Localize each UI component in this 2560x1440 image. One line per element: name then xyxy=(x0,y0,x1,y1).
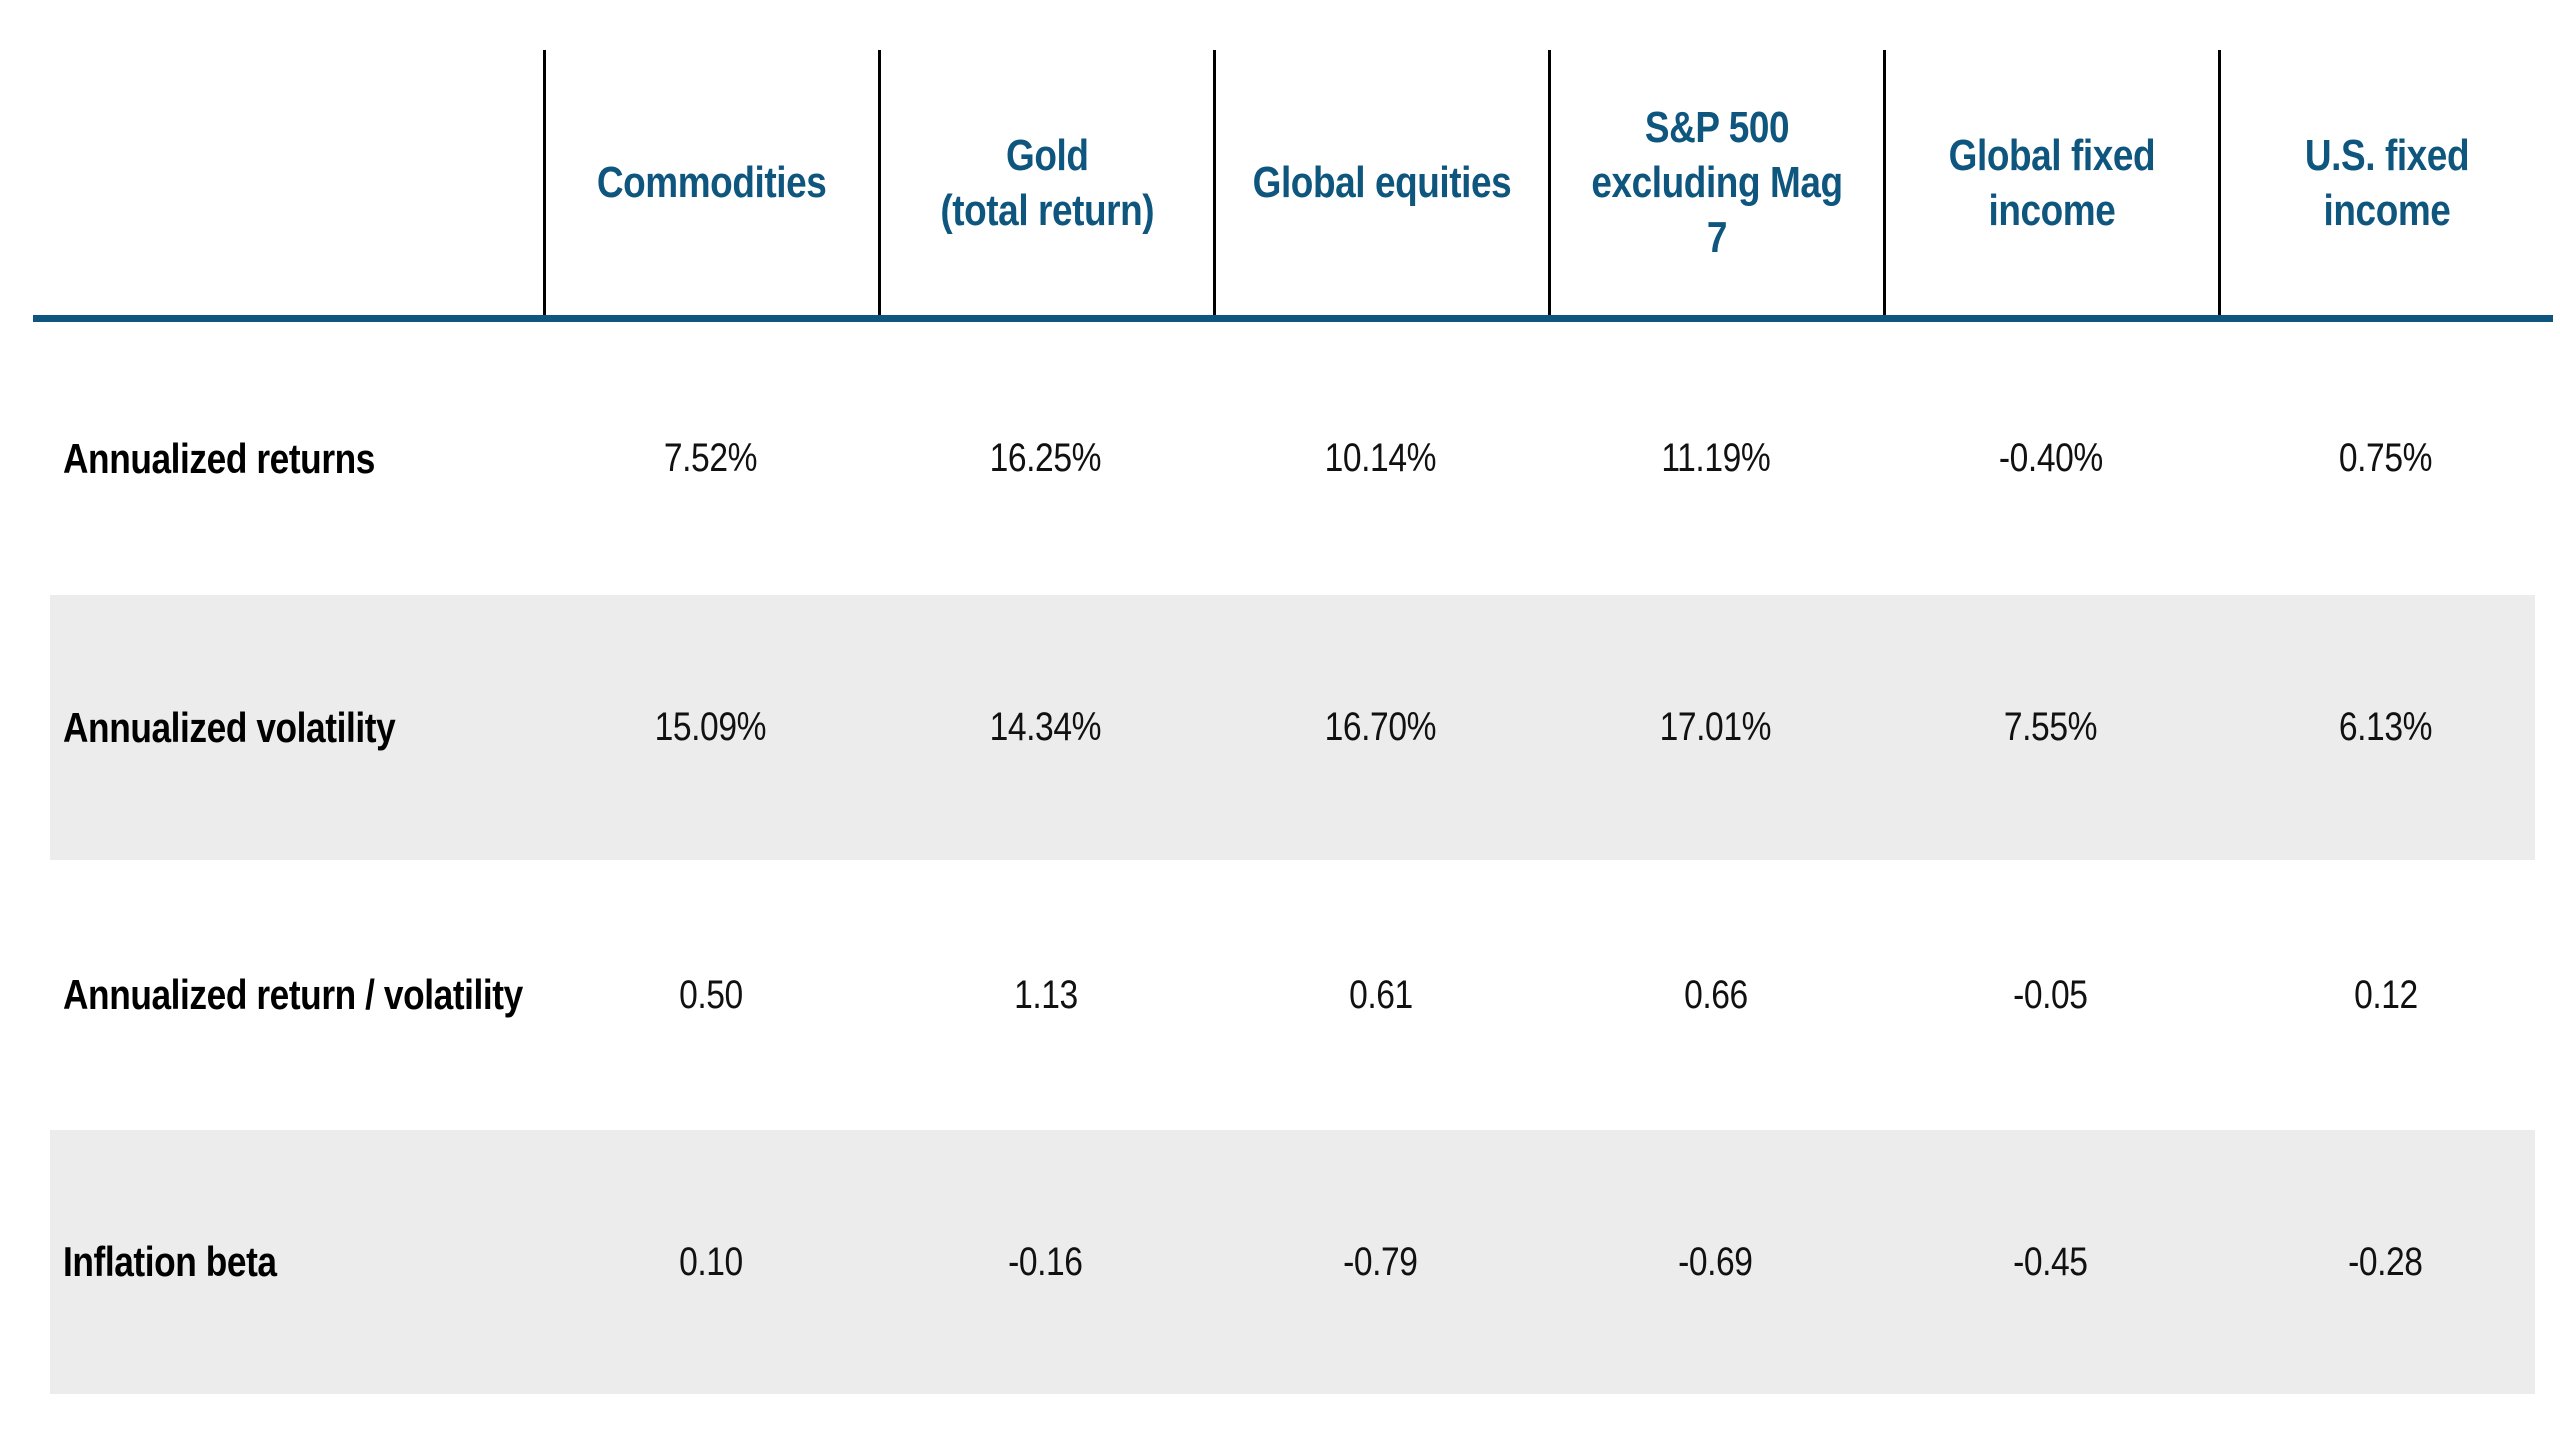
cell-value: -0.79 xyxy=(1343,1239,1418,1284)
value-cell: 10.14% xyxy=(1213,322,1548,595)
cell-value: 0.66 xyxy=(1683,972,1748,1017)
table-row: Annualized returns 7.52% 16.25% 10.14% 11.19… xyxy=(33,322,2553,595)
value-cell: 14.34% xyxy=(878,595,1213,860)
row-label: Annualized returns xyxy=(33,322,543,595)
row-label-text: Annualized return / volatility xyxy=(63,971,523,1018)
value-cell: 16.70% xyxy=(1213,595,1548,860)
cell-value: 7.55% xyxy=(2003,705,2098,749)
cell-value: 11.19% xyxy=(1661,436,1770,480)
column-header-label: U.S. fixed income xyxy=(2304,130,2470,235)
cell-value: -0.28 xyxy=(2348,1239,2423,1284)
value-cell: 7.52% xyxy=(543,322,878,595)
row-label-text: Annualized volatility xyxy=(63,703,396,751)
cell-value: -0.05 xyxy=(2013,972,2088,1017)
value-cell: -0.69 xyxy=(1548,1130,1883,1394)
header-divider-rule xyxy=(33,315,2553,322)
row-shading xyxy=(50,1130,2535,1394)
cell-value: 0.75% xyxy=(2338,436,2433,480)
cell-value: 6.13% xyxy=(2338,705,2433,749)
cell-value: 0.12 xyxy=(2353,972,2418,1017)
column-header: U.S. fixed income xyxy=(2218,50,2553,315)
column-header: Global fixed income xyxy=(1883,50,2218,315)
column-header-label: Global fixed income xyxy=(1948,130,2156,235)
value-cell: -0.16 xyxy=(878,1130,1213,1394)
value-cell: -0.40% xyxy=(1883,322,2218,595)
header-corner-spacer xyxy=(33,50,543,315)
cell-value: 16.70% xyxy=(1324,705,1437,749)
column-header: Gold (total return) xyxy=(878,50,1213,315)
cell-value: -0.69 xyxy=(1678,1239,1753,1284)
table-row: Inflation beta 0.10 -0.16 -0.79 -0.69 -0.45 -0… xyxy=(33,1130,2553,1394)
value-cell: -0.45 xyxy=(1883,1130,2218,1394)
row-label: Inflation beta xyxy=(33,1130,543,1394)
row-shading xyxy=(50,595,2535,860)
row-label: Annualized return / volatility xyxy=(33,860,543,1130)
table-body: Annualized returns 7.52% 16.25% 10.14% 11.19… xyxy=(33,322,2553,1394)
value-cell: 0.50 xyxy=(543,860,878,1130)
asset-class-stats-table: Commodities Gold (total return) Global equ… xyxy=(33,50,2553,1394)
cell-value: -0.45 xyxy=(2013,1239,2088,1284)
row-label: Annualized volatility xyxy=(33,595,543,860)
value-cell: 17.01% xyxy=(1548,595,1883,860)
cell-value: -0.16 xyxy=(1008,1239,1083,1284)
column-header: Commodities xyxy=(543,50,878,315)
table-row: Annualized volatility 15.09% 14.34% 16.70% 1… xyxy=(33,595,2553,860)
value-cell: 15.09% xyxy=(543,595,878,860)
column-header: S&P 500 excluding Mag 7 xyxy=(1548,50,1883,315)
cell-value: 1.13 xyxy=(1013,972,1078,1017)
row-label-text: Inflation beta xyxy=(63,1238,277,1285)
value-cell: 16.25% xyxy=(878,322,1213,595)
cell-value: 0.50 xyxy=(678,972,743,1017)
value-cell: 11.19% xyxy=(1548,322,1883,595)
column-header-label: Gold (total return) xyxy=(940,130,1154,235)
value-cell: 0.10 xyxy=(543,1130,878,1394)
cell-value: 0.10 xyxy=(678,1239,743,1284)
cell-value: 7.52% xyxy=(663,436,758,480)
value-cell: 0.61 xyxy=(1213,860,1548,1130)
table-header-row: Commodities Gold (total return) Global equ… xyxy=(33,50,2553,315)
cell-value: 17.01% xyxy=(1659,705,1772,749)
value-cell: -0.05 xyxy=(1883,860,2218,1130)
value-cell: -0.28 xyxy=(2218,1130,2553,1394)
value-cell: 0.12 xyxy=(2218,860,2553,1130)
cell-value: 16.25% xyxy=(989,436,1102,480)
cell-value: 0.61 xyxy=(1348,972,1413,1017)
column-header-label: Commodities xyxy=(597,158,827,207)
cell-value: 10.14% xyxy=(1324,436,1437,480)
value-cell: 6.13% xyxy=(2218,595,2553,860)
column-header: Global equities xyxy=(1213,50,1548,315)
value-cell: -0.79 xyxy=(1213,1130,1548,1394)
cell-value: 14.34% xyxy=(989,705,1102,749)
value-cell: 0.75% xyxy=(2218,322,2553,595)
value-cell: 0.66 xyxy=(1548,860,1883,1130)
cell-value: 15.09% xyxy=(654,705,767,749)
row-label-text: Annualized returns xyxy=(63,434,375,482)
cell-value: -0.40% xyxy=(1998,436,2103,480)
column-header-label: Global equities xyxy=(1252,158,1512,207)
column-header-label: S&P 500 excluding Mag 7 xyxy=(1591,103,1843,262)
table-row: Annualized return / volatility 0.50 1.13 0.… xyxy=(33,860,2553,1130)
value-cell: 7.55% xyxy=(1883,595,2218,860)
value-cell: 1.13 xyxy=(878,860,1213,1130)
